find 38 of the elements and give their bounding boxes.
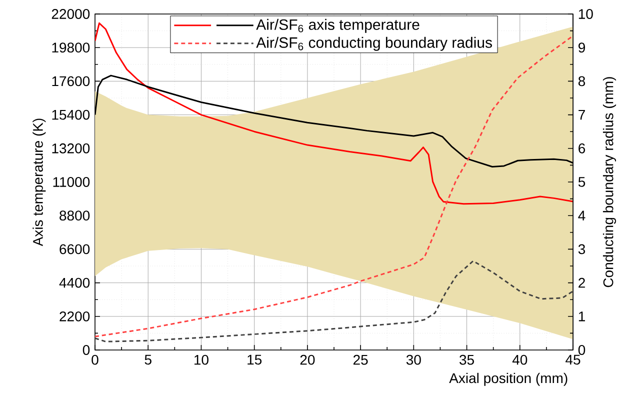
y-tick-label: 4400 [59, 278, 90, 288]
x-tick-label: 15 [248, 354, 262, 365]
y-tick-label: 15400 [52, 110, 90, 120]
y2-tick-label: 2 [578, 278, 585, 288]
x-tick-label: 20 [300, 354, 315, 365]
y2-tick-label: 10 [578, 9, 593, 19]
y-tick-label: 2200 [60, 311, 90, 322]
y-axis-title: Axis temperature (K) [32, 118, 46, 246]
y2-tick-label: 3 [578, 244, 586, 254]
y-tick-label: 22000 [52, 9, 90, 19]
y2-tick-label: 7 [578, 110, 585, 120]
y-tick-label: 0 [82, 345, 90, 355]
y-tick-label: 17600 [52, 76, 90, 86]
x-tick-label: 0 [92, 354, 98, 365]
line-series [95, 260, 573, 342]
legend-label: Air/SF$_{6}$ axis temperature [256, 18, 420, 33]
x-tick-label: 5 [144, 354, 152, 365]
y2-tick-label: 5 [578, 177, 586, 187]
x-tick-label: 35 [460, 354, 474, 365]
y2-tick-label: 8 [578, 76, 586, 86]
y2-axis-title: Conducting boundary radius (mm) [602, 77, 616, 288]
y-tick-label: 19800 [52, 42, 90, 53]
y2-tick-label: 9 [578, 42, 585, 53]
x-tick-label: 45 [566, 354, 580, 365]
y2-tick-label: 0 [578, 345, 586, 355]
x-axis-title: Axial position (mm) [449, 372, 568, 386]
y2-tick-label: 4 [578, 210, 586, 220]
y-tick-label: 11000 [53, 177, 90, 187]
legend-label: Air/SF$_{6}$ conducting boundary radius [256, 36, 492, 51]
x-tick-label: 25 [353, 354, 368, 365]
x-tick-label: 40 [512, 354, 528, 365]
y2-tick-label: 1 [578, 312, 585, 322]
y-tick-label: 6600 [60, 244, 90, 254]
y2-tick-label: 6 [578, 143, 586, 154]
y-tick-label: 8800 [60, 210, 90, 221]
x-tick-label: 10 [194, 354, 208, 365]
x-tick-label: 30 [406, 354, 421, 365]
y-tick-label: 13200 [52, 143, 90, 154]
